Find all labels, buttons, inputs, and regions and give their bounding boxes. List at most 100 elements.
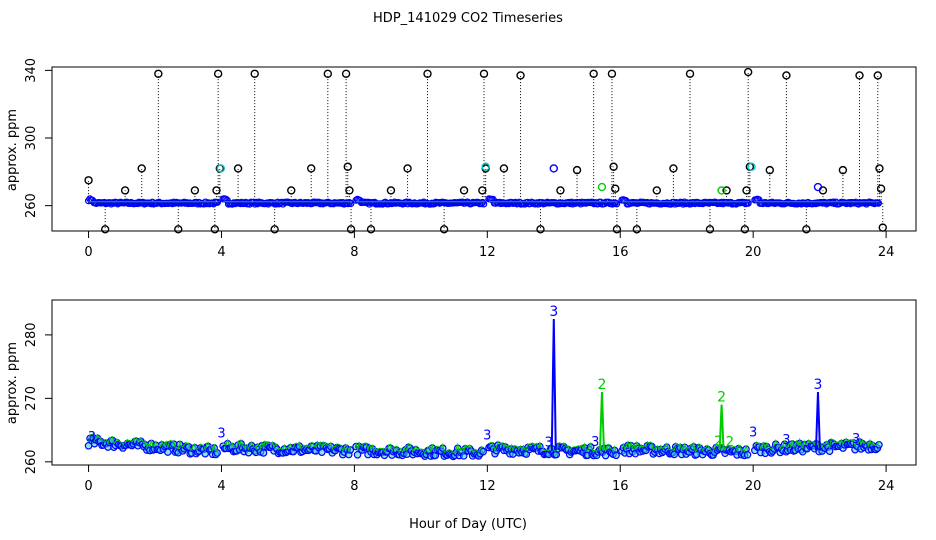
baseline-point: [252, 198, 260, 206]
raw-point: [743, 67, 753, 77]
baseline-point: [263, 199, 271, 207]
raw-point: [875, 164, 884, 173]
marker-label: 3: [591, 435, 599, 450]
top-y-tick-label: 260: [24, 193, 39, 218]
raw-point: [174, 225, 183, 234]
raw-point: [346, 225, 356, 234]
raw-point: [838, 165, 848, 175]
top-x-tick-label: 8: [350, 245, 358, 260]
raw-point: [343, 162, 352, 171]
bottom-x-tick-label: 16: [612, 479, 629, 494]
raw-point: [479, 69, 489, 78]
bottom-x-tick-label: 0: [84, 479, 92, 494]
baseline-point: [200, 200, 208, 208]
raw-point: [685, 69, 695, 78]
raw-point: [212, 186, 221, 195]
highlight-point: [597, 182, 607, 192]
highlight-point: [216, 164, 226, 173]
raw-point: [210, 225, 220, 234]
bottom-x-tick-label: 20: [745, 479, 762, 494]
peak-line: [814, 391, 821, 451]
raw-point: [589, 69, 598, 78]
marker-label: 3: [545, 436, 553, 451]
bottom-x-tick-label: 12: [479, 479, 496, 494]
baseline-point: [821, 199, 829, 207]
raw-point: [742, 186, 751, 195]
baseline-point: [213, 198, 222, 206]
top-x-tick-label: 20: [745, 245, 762, 260]
raw-point: [323, 69, 333, 78]
baseline-point: [845, 198, 853, 207]
baseline-point: [566, 200, 574, 208]
data-point: [743, 451, 752, 459]
peak-label: 3: [814, 377, 823, 393]
top-x-tick-label: 4: [217, 245, 225, 260]
bottom-x-tick-label: 24: [878, 479, 895, 494]
trend-line: [222, 438, 351, 453]
baseline-point: [317, 199, 326, 207]
baseline-point: [830, 199, 839, 208]
bottom-y-tick-label: 260: [24, 449, 39, 474]
raw-point: [878, 223, 887, 232]
top-y-axis-label: approx. ppm: [5, 109, 20, 191]
peak-label: 2: [598, 377, 607, 393]
trend-line: [88, 432, 218, 453]
raw-point: [632, 225, 642, 234]
baseline-point: [170, 198, 178, 206]
marker-label: 3: [483, 429, 491, 444]
baseline-point: [126, 199, 134, 208]
baseline-point: [575, 198, 583, 207]
chart-title: HDP_141029 CO2 Timeseries: [373, 11, 563, 26]
baseline-point: [554, 200, 562, 208]
top-x-tick-label: 0: [84, 245, 92, 260]
x-axis-label: Hour of Day (UTC): [409, 517, 527, 532]
baseline-point: [861, 199, 869, 207]
highlight-point: [747, 162, 756, 171]
raw-point: [250, 69, 259, 78]
baseline-point: [480, 200, 488, 208]
marker-label: 3: [852, 432, 860, 447]
top-x-tick-label: 24: [878, 245, 895, 260]
raw-point: [403, 164, 412, 173]
raw-point: [137, 164, 146, 173]
baseline-point: [183, 199, 191, 207]
marker-label: 2: [714, 434, 722, 449]
baseline-point: [347, 199, 355, 208]
raw-point: [722, 186, 731, 195]
raw-point: [287, 186, 296, 195]
data-point: [213, 449, 221, 457]
raw-point: [120, 186, 130, 195]
raw-point: [802, 225, 811, 234]
top-panel: approx. ppm 0 4 8 12 16 20 24 260 300 340: [5, 58, 917, 260]
raw-point: [876, 184, 886, 193]
raw-point: [386, 186, 396, 195]
baseline-point: [662, 200, 670, 208]
raw-point: [366, 225, 376, 234]
bottom-y-tick-label: 280: [24, 322, 39, 347]
raw-point: [270, 225, 279, 234]
raw-point: [423, 69, 432, 78]
baseline-point: [567, 198, 575, 206]
raw-point: [855, 71, 864, 80]
raw-point: [611, 184, 620, 193]
raw-point: [873, 71, 882, 80]
data-point: [353, 450, 362, 459]
baseline-point: [492, 199, 500, 207]
baseline-point: [714, 199, 722, 208]
baseline-point: [345, 199, 354, 207]
baseline-point: [874, 199, 883, 207]
raw-point: [499, 164, 509, 173]
highlight-point: [813, 182, 823, 192]
data-point: [259, 449, 268, 457]
peak-label: 2: [717, 390, 726, 406]
data-point: [164, 448, 172, 456]
raw-point: [556, 186, 565, 195]
raw-point: [516, 71, 525, 80]
bottom-x-tick-label: 8: [350, 479, 358, 494]
peak-line: [718, 404, 725, 451]
raw-point: [459, 186, 469, 195]
baseline-point: [278, 198, 286, 206]
baseline-point: [240, 199, 249, 207]
baseline-point: [533, 199, 541, 207]
